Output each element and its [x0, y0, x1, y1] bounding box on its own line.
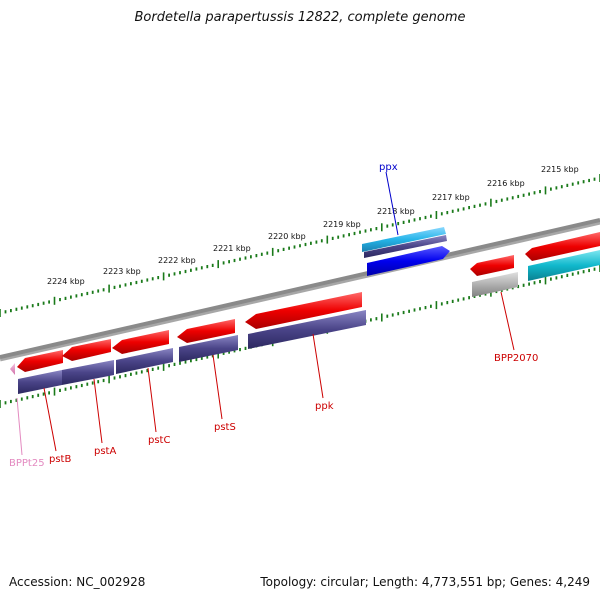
tick-label: 2221 kbp: [213, 244, 251, 253]
leader-ppx: [385, 171, 399, 236]
gene-right-red-arrow[interactable]: [525, 232, 600, 261]
cds-pstC-bar[interactable]: [116, 348, 173, 374]
tick-label: 2215 kbp: [541, 165, 579, 174]
tick-label: 2222 kbp: [158, 256, 196, 265]
gene-label-BPPt25[interactable]: BPPt25: [9, 458, 45, 469]
tick-labels: 2224 kbp 2223 kbp 2222 kbp 2221 kbp 2220…: [47, 165, 579, 286]
leader-ppk: [312, 333, 324, 399]
tick-label: 2218 kbp: [377, 207, 415, 216]
cds-ppk-bar[interactable]: [248, 310, 366, 349]
gene-pstA-arrow[interactable]: [62, 339, 111, 361]
gene-label-ppx[interactable]: ppx: [379, 162, 398, 173]
gene-pstB-arrow[interactable]: [17, 350, 63, 372]
leader-pstA: [93, 378, 103, 444]
tick-label: 2220 kbp: [268, 232, 306, 241]
cds-pstA-bar[interactable]: [62, 360, 114, 385]
gene-ppx-dark-bar[interactable]: [364, 235, 447, 258]
gene-BPPt25-arrow[interactable]: [10, 363, 15, 375]
gene-label-BPP2070[interactable]: BPP2070: [494, 353, 538, 364]
leader-pstC: [147, 367, 157, 433]
tick-label: 2224 kbp: [47, 277, 85, 286]
gene-label-pstS[interactable]: pstS: [214, 422, 236, 433]
cds-BPP2070-bar[interactable]: [472, 272, 518, 297]
genome-backbone: [0, 218, 600, 359]
tick-label: 2223 kbp: [103, 267, 141, 276]
gene-label-ppk[interactable]: ppk: [315, 401, 334, 412]
leader-BPPt25: [16, 397, 23, 456]
leader-BPP2070: [500, 291, 515, 351]
gene-label-pstB[interactable]: pstB: [49, 454, 71, 465]
leader-pstS: [212, 354, 223, 420]
gene-label-pstC[interactable]: pstC: [148, 435, 170, 446]
cds-pstS-bar[interactable]: [179, 335, 238, 362]
leader-pstB: [43, 387, 57, 452]
gene-labels: BPPt25 pstB pstA pstC pstS ppk ppx BPP20…: [9, 162, 538, 469]
accession-text: Accession: NC_002928: [9, 575, 146, 589]
gene-label-pstA[interactable]: pstA: [94, 446, 116, 457]
gene-pstS-arrow[interactable]: [177, 319, 235, 343]
cds-right-cyan-bar[interactable]: [528, 250, 600, 281]
outer-ruler: [0, 174, 600, 317]
gene-ppx-lightblue-bar[interactable]: [362, 227, 446, 252]
gene-BPP2070-arrow[interactable]: [470, 255, 514, 276]
tick-label: 2216 kbp: [487, 179, 525, 188]
tick-label: 2217 kbp: [432, 193, 470, 202]
cds-pstB-bar[interactable]: [18, 370, 62, 394]
gene-ppx-arrow[interactable]: [367, 246, 450, 276]
label-leaders: [16, 171, 515, 456]
genome-summary-text: Topology: circular; Length: 4,773,551 bp…: [260, 575, 590, 589]
gene-pstC-arrow[interactable]: [112, 330, 169, 354]
gene-arrows: [10, 227, 600, 394]
genome-title: Bordetella parapertussis 12822, complete…: [134, 10, 466, 25]
tick-label: 2219 kbp: [323, 220, 361, 229]
gene-ppk-arrow[interactable]: [245, 292, 362, 329]
